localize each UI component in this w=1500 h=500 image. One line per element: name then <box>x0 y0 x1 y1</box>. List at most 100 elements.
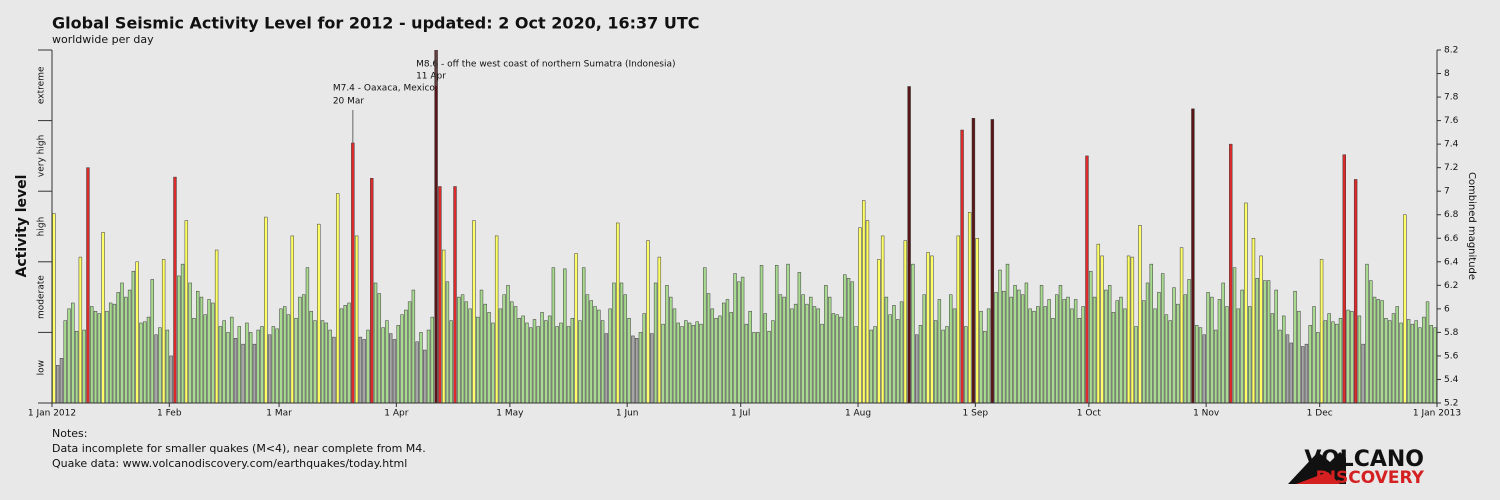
bar <box>733 273 737 403</box>
bar <box>1380 300 1384 403</box>
bar <box>1422 316 1426 403</box>
bar <box>650 333 654 403</box>
bar <box>937 299 942 403</box>
bar <box>964 326 968 403</box>
bar <box>559 322 563 403</box>
bar <box>131 270 136 403</box>
bar <box>351 142 355 403</box>
bar <box>850 281 855 403</box>
bar <box>143 321 147 403</box>
bar <box>1384 318 1388 403</box>
bar <box>631 335 635 403</box>
bar <box>684 320 688 403</box>
bar <box>256 329 260 403</box>
bar <box>846 278 851 403</box>
bar <box>1195 325 1199 403</box>
x-tick-label: 1 Nov <box>1193 409 1220 419</box>
bar <box>721 302 726 403</box>
bar <box>252 343 257 403</box>
bar <box>241 343 245 403</box>
bar <box>843 274 847 403</box>
bar <box>1130 256 1135 403</box>
bar <box>199 296 204 403</box>
bar <box>1089 270 1093 403</box>
bar <box>941 329 945 403</box>
bar <box>502 294 506 403</box>
bar <box>1255 278 1259 403</box>
bar <box>230 316 234 403</box>
bar <box>665 285 669 403</box>
bar <box>453 186 457 403</box>
y2-tick-label: 7.2 <box>1444 163 1458 173</box>
bar <box>790 308 794 403</box>
bar <box>105 310 109 403</box>
bar <box>404 309 408 403</box>
bar <box>574 253 578 403</box>
bar <box>646 240 650 403</box>
bar <box>960 129 964 403</box>
bar <box>245 322 249 403</box>
bar <box>763 313 768 403</box>
bar <box>718 315 722 403</box>
bar <box>275 328 279 403</box>
bar <box>657 256 662 403</box>
bar <box>892 305 896 403</box>
bar <box>873 326 877 403</box>
bar <box>260 326 264 403</box>
bar <box>593 306 597 403</box>
bar <box>930 255 934 403</box>
bar <box>1198 327 1203 403</box>
y2-tick-label: 8.2 <box>1444 46 1458 56</box>
bar <box>805 303 809 403</box>
bar <box>1399 322 1403 403</box>
bar <box>706 293 711 403</box>
bar <box>203 314 207 403</box>
bar <box>862 200 866 403</box>
bar <box>623 294 627 403</box>
bar <box>1126 255 1131 403</box>
bar <box>1406 319 1411 403</box>
bar <box>1202 334 1206 403</box>
bar <box>854 326 858 403</box>
logo: VOLCANO DISCOVERY <box>1288 447 1425 488</box>
bar <box>1247 306 1252 403</box>
y2-tick-label: 5.4 <box>1444 375 1459 385</box>
bar <box>1346 309 1350 403</box>
bar <box>1002 290 1006 403</box>
bar <box>55 365 60 403</box>
bar <box>101 232 105 403</box>
bar <box>317 223 321 403</box>
bar <box>581 267 586 403</box>
bar <box>97 313 101 403</box>
bar <box>1073 299 1078 403</box>
bar <box>933 320 938 403</box>
bar <box>468 308 472 403</box>
bar <box>434 50 438 403</box>
bar <box>1365 263 1369 403</box>
bar <box>63 320 67 403</box>
bar <box>1244 202 1248 403</box>
bar <box>1308 325 1312 403</box>
bar <box>699 323 703 403</box>
bar <box>396 325 400 403</box>
bar <box>339 308 344 403</box>
bar <box>426 329 431 403</box>
bar <box>377 293 382 403</box>
bar <box>1047 299 1051 403</box>
bar <box>1077 318 1082 403</box>
bar <box>983 330 987 403</box>
bar <box>207 299 211 403</box>
bar <box>491 322 495 403</box>
bar <box>547 315 552 403</box>
bar <box>1429 325 1434 403</box>
bar <box>449 320 453 403</box>
bar <box>1213 329 1218 403</box>
bar <box>1331 321 1335 403</box>
bar <box>1172 287 1176 403</box>
bar <box>116 292 120 403</box>
bar <box>180 263 185 403</box>
bar <box>782 296 786 403</box>
bar <box>566 326 571 403</box>
x-tick-label: 1 Jul <box>731 409 750 419</box>
bar <box>896 319 900 403</box>
